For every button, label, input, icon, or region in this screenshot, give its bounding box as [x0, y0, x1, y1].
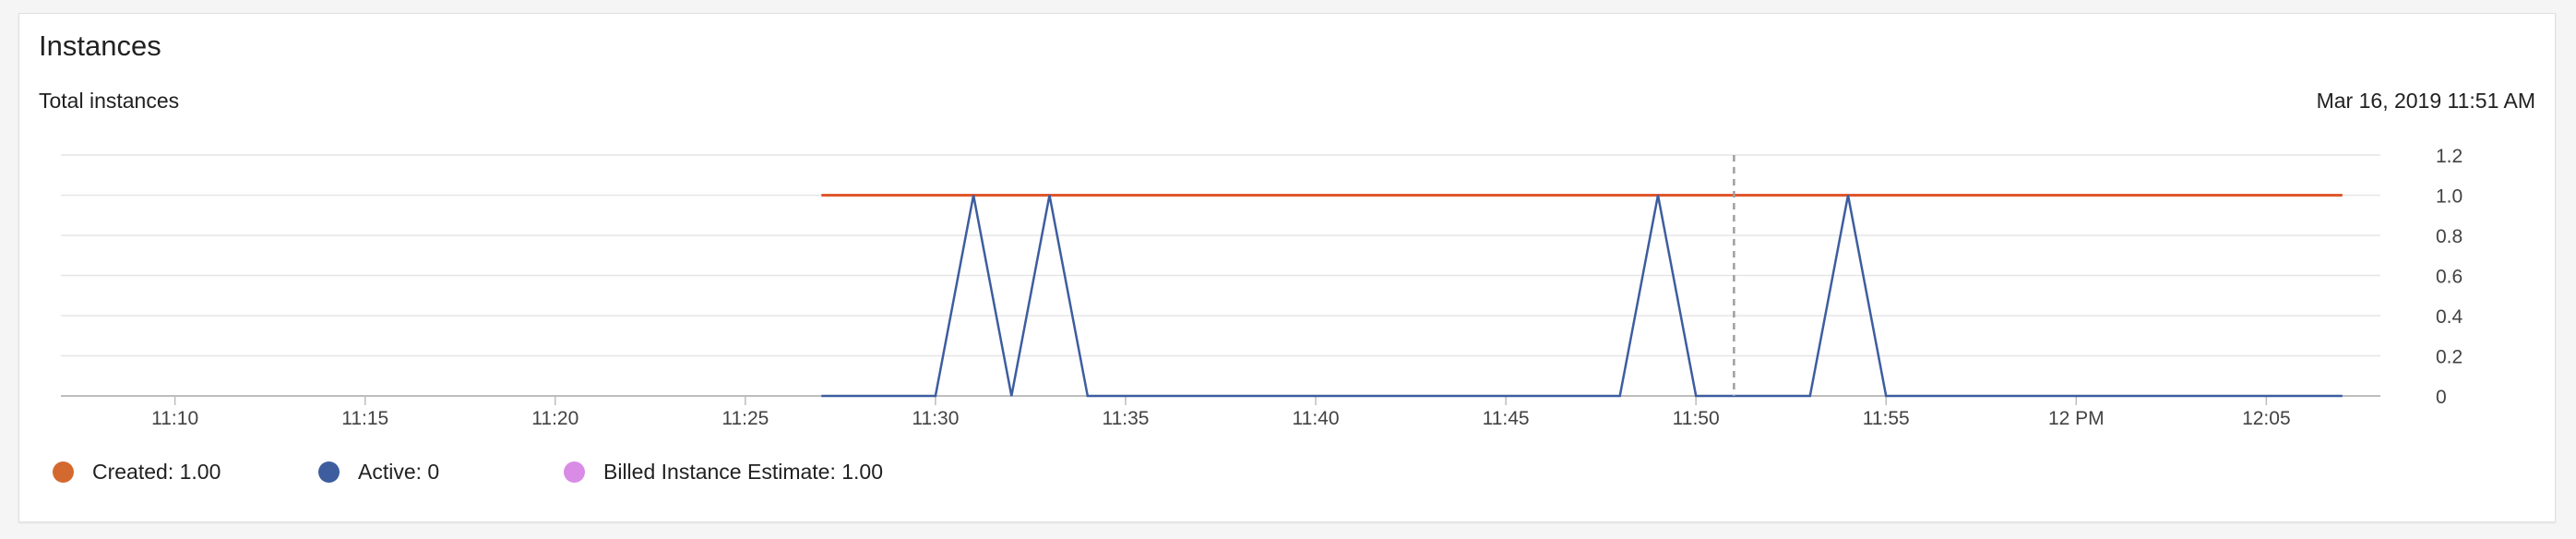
chart-subtitle: Total instances	[39, 89, 180, 113]
chart-title: Instances	[39, 30, 161, 62]
instances-card	[18, 13, 2556, 522]
y-tick-label: 0.2	[2436, 347, 2463, 368]
y-tick-label: 0.6	[2436, 267, 2463, 288]
legend-swatch-created	[53, 461, 74, 483]
y-tick-label: 0	[2436, 387, 2447, 408]
legend-label-billed-estimate: Billed Instance Estimate: 1.00	[603, 460, 883, 484]
legend-item-active[interactable]: Active: 0	[318, 460, 439, 485]
legend-label-created: Created: 1.00	[92, 460, 221, 484]
cursor-timestamp: Mar 16, 2019 11:51 AM	[2316, 89, 2535, 113]
y-tick-label: 0.8	[2436, 226, 2463, 247]
legend-swatch-billed-estimate	[564, 461, 585, 483]
x-tick-label: 11:20	[531, 408, 578, 429]
legend-item-created[interactable]: Created: 1.00	[53, 460, 221, 485]
x-tick-label: 11:15	[341, 408, 388, 429]
x-tick-label: 11:25	[722, 408, 769, 429]
x-tick-label: 11:40	[1293, 408, 1340, 429]
legend-label-active: Active: 0	[358, 460, 440, 484]
x-tick-label: 11:35	[1102, 408, 1149, 429]
x-tick-label: 11:30	[912, 408, 959, 429]
legend-swatch-active	[318, 461, 340, 483]
x-tick-label: 11:10	[151, 408, 198, 429]
x-tick-label: 11:50	[1673, 408, 1720, 429]
series-line-1	[821, 195, 2343, 398]
legend-item-billed-estimate[interactable]: Billed Instance Estimate: 1.00	[564, 460, 883, 485]
x-tick-label: 11:45	[1483, 408, 1530, 429]
x-tick-label: 11:55	[1863, 408, 1910, 429]
y-tick-label: 1.2	[2436, 146, 2463, 167]
x-tick-label: 12 PM	[2048, 408, 2105, 429]
y-tick-label: 1.0	[2436, 186, 2463, 208]
y-tick-label: 0.4	[2436, 306, 2463, 328]
x-tick-label: 12:05	[2242, 408, 2291, 429]
